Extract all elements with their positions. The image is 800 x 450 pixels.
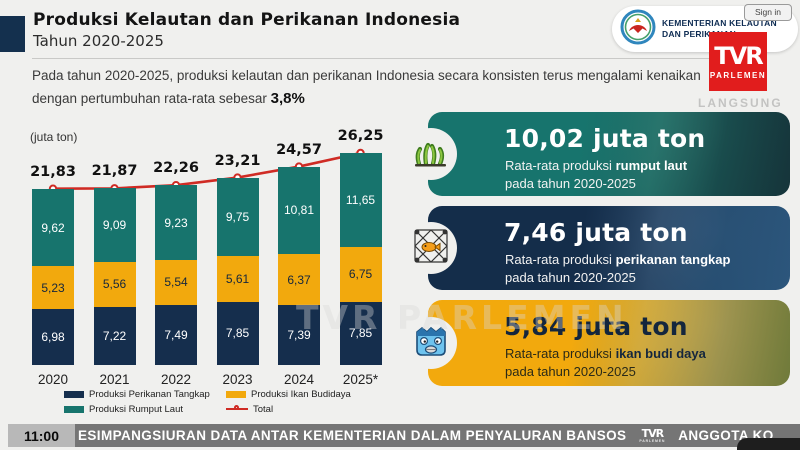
bar-segment: 5,61 (216, 256, 259, 302)
bar-segment: 6,75 (339, 247, 382, 302)
legend-swatch-navy (64, 390, 84, 398)
legend-swatch-total-line (226, 405, 248, 411)
bar-segment: 9,09 (93, 188, 136, 262)
intro-growth-value: 3,8% (270, 89, 305, 107)
stat-value: 10,02 juta ton (504, 124, 706, 153)
sign-in-button[interactable]: Sign in (744, 4, 792, 21)
tvr-parlemen-logo: TVR PARLEMEN (709, 32, 767, 91)
bar-2023: 7,85 5,61 9,75 (216, 177, 259, 365)
ticker-tvr-logo: TVR PARLEMEN (639, 426, 666, 443)
bar-segment: 6,98 (32, 308, 74, 365)
legend-item-rumput-laut: Produksi Rumput Laut (64, 404, 212, 415)
bar-segment: 7,85 (339, 301, 382, 365)
total-label: 24,57 (276, 141, 322, 158)
bar-segment: 6,37 (278, 253, 320, 306)
bar-segment: 5,54 (155, 259, 197, 305)
bar-segment: 5,56 (93, 261, 136, 307)
bar-2024: 7,39 6,37 10,81 (278, 166, 320, 365)
live-indicator-label: LANGSUNG (698, 96, 783, 110)
legend-label: Total (253, 403, 274, 415)
legend-label: Produksi Ikan Budidaya (251, 388, 351, 400)
legend-label: Produksi Rumput Laut (89, 403, 183, 415)
stat-card-ikan-budidaya: 5,84 juta ton Rata-rata produksi ikan bu… (405, 300, 790, 386)
bar-segment: 11,65 (339, 153, 382, 248)
ticker-content: ESIMPANGSIURAN DATA ANTAR KEMENTERIAN DA… (78, 424, 774, 447)
total-label: 22,26 (153, 160, 199, 177)
x-axis-label: 2020 (37, 372, 69, 387)
legend-item-ikan-budidaya: Produksi Ikan Budidaya (226, 389, 351, 400)
fishing-net-icon (413, 228, 449, 269)
bar-segment: 10,81 (278, 166, 320, 254)
bar-segment: 9,23 (155, 185, 197, 260)
player-overlay-corner[interactable] (737, 438, 800, 450)
bar-segment: 5,23 (32, 266, 74, 309)
card-icon-notch (405, 222, 457, 274)
total-label: 26,25 (337, 128, 384, 144)
news-ticker-bar: ESIMPANGSIURAN DATA ANTAR KEMENTERIAN DA… (8, 424, 800, 447)
x-axis-label: 2021 (99, 372, 130, 387)
intro-paragraph: Pada tahun 2020-2025, produksi kelautan … (32, 66, 732, 110)
total-label: 21,87 (91, 163, 138, 180)
stat-card-perikanan-tangkap: 7,46 juta ton Rata-rata produksi perikan… (405, 206, 790, 290)
legend-swatch-yellow (226, 390, 246, 398)
bar-segment: 7,39 (278, 305, 320, 365)
stat-card-rumput-laut: 10,02 juta ton Rata-rata produksi rumput… (405, 112, 790, 196)
legend-swatch-teal (64, 405, 84, 413)
header-divider (32, 58, 720, 59)
legend-item-total: Total (226, 404, 273, 415)
x-axis-label: 2024 (283, 372, 315, 387)
seaweed-icon (413, 136, 449, 173)
total-label: 23,21 (214, 152, 261, 169)
garuda-emblem-icon (620, 9, 656, 50)
bar-segment: 7,49 (155, 304, 197, 365)
bar-2021: 7,22 5,56 9,09 (93, 188, 136, 365)
x-axis-label: 2023 (222, 372, 253, 387)
stat-value: 5,84 juta ton (504, 312, 688, 341)
stat-description: Rata-rata produksi ikan budi daya pada t… (505, 346, 706, 379)
stat-value: 7,46 juta ton (504, 218, 688, 247)
legend-label: Produksi Perikanan Tangkap (89, 388, 210, 400)
x-axis-label: 2022 (160, 372, 192, 387)
page-title: Produksi Kelautan dan Perikanan Indonesi… (33, 10, 461, 30)
title-accent-bar (0, 16, 25, 52)
chart-unit-label: (juta ton) (30, 130, 78, 144)
stat-description: Rata-rata produksi rumput laut pada tahu… (505, 158, 688, 191)
total-label: 21,83 (30, 163, 76, 180)
tvr-logo-text: TVR (714, 41, 763, 70)
fish-icon (413, 324, 449, 363)
ticker-headline: ESIMPANGSIURAN DATA ANTAR KEMENTERIAN DA… (78, 428, 627, 443)
tvr-watermark: TVR PARLEMEN (296, 298, 628, 337)
bar-2022: 7,49 5,54 9,23 (155, 185, 197, 365)
card-icon-notch (405, 128, 457, 180)
bar-segment: 7,22 (93, 306, 136, 365)
chart-legend: Produksi Perikanan Tangkap Produksi Ikan… (64, 387, 394, 417)
page-subtitle: Tahun 2020-2025 (33, 32, 164, 50)
intro-text: Pada tahun 2020-2025, produksi kelautan … (32, 68, 701, 106)
ticker-clock: 11:00 (8, 424, 75, 447)
card-icon-notch (405, 317, 457, 369)
legend-item-perikanan-tangkap: Produksi Perikanan Tangkap (64, 389, 212, 400)
bar-segment: 7,85 (216, 301, 259, 365)
tvr-logo-subtext: PARLEMEN (709, 70, 767, 80)
bar-2025*: 7,85 6,75 11,65 (339, 153, 382, 365)
stat-description: Rata-rata produksi perikanan tangkap pad… (505, 252, 731, 285)
bar-segment: 9,75 (216, 177, 259, 257)
x-axis-label: 2025* (342, 372, 379, 387)
ministry-name: KEMENTERIAN KELAUTAN DAN PERIKANAN (662, 18, 777, 39)
bar-segment: 9,62 (32, 188, 74, 267)
bar-2020: 6,98 5,23 9,62 (32, 188, 74, 365)
